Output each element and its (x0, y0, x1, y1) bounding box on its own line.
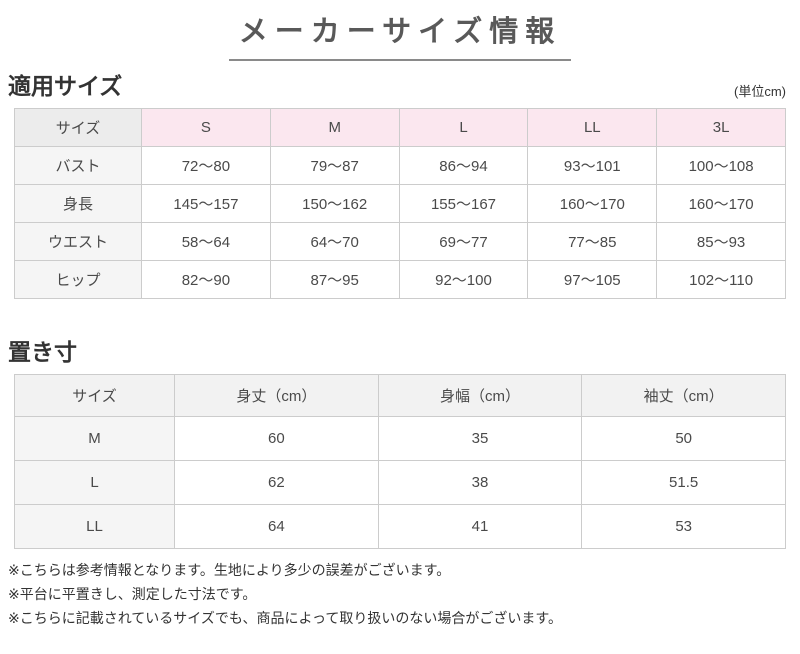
value-cell: 160～170 (656, 183, 786, 223)
value-cell: 69～77 (398, 221, 529, 261)
column-header-cell: 身幅（cm） (377, 374, 583, 418)
footnote-2: ※平台に平置きし、測定した寸法です。 (8, 586, 257, 603)
table-row: バスト 72～80 79～87 86～94 93～101 100～108 (14, 145, 786, 185)
unit-note: (単位cm) (734, 83, 786, 99)
corner-header-cell: サイズ (14, 107, 142, 147)
applicable-size-section: 適用サイズ (単位cm) サイズ S M L LL 3L バスト 72～80 79～87 86～… (0, 73, 800, 299)
flat-measurements-table-head: サイズ 身丈（cm） 身幅（cm） 袖丈（cm） (14, 374, 786, 418)
column-header-cell: L (398, 107, 529, 147)
value-cell: 87～95 (269, 259, 400, 299)
value-cell: 62 (174, 460, 379, 506)
value-cell: 100～108 (656, 145, 786, 185)
column-header-cell: 身丈（cm） (174, 374, 379, 418)
header-row: サイズ S M L LL 3L (14, 107, 786, 147)
table-row: 身長 145～157 150～162 155～167 160～170 160～170 (14, 183, 786, 223)
page-title: メーカーサイズ情報 (228, 8, 572, 61)
value-cell: 35 (377, 416, 583, 462)
table-row: ウエスト 58～64 64～70 69～77 77～85 85～93 (14, 221, 786, 261)
value-cell: 97～105 (527, 259, 658, 299)
flat-measurements-header: 置き寸 (8, 339, 786, 367)
applicable-size-heading: 適用サイズ (8, 73, 123, 99)
value-cell: 102～110 (656, 259, 786, 299)
flat-measurements-heading: 置き寸 (8, 338, 77, 365)
value-cell: 72～80 (141, 145, 271, 185)
table-row: LL 64 41 53 (14, 504, 786, 550)
column-header-cell: S (141, 107, 271, 147)
column-header-cell: M (269, 107, 400, 147)
row-label-cell: ヒップ (14, 259, 142, 299)
applicable-size-table-head: サイズ S M L LL 3L (14, 107, 786, 147)
row-label-cell: ウエスト (14, 221, 142, 261)
page-title-wrap: メーカーサイズ情報 (0, 0, 800, 61)
row-label-cell: L (14, 460, 175, 506)
row-label-cell: M (14, 416, 175, 462)
value-cell: 64 (174, 504, 379, 550)
value-cell: 160～170 (527, 183, 658, 223)
applicable-size-table-body: バスト 72～80 79～87 86～94 93～101 100～108 身長 145～157… (14, 145, 786, 299)
footnote-1: ※こちらは参考情報となります。生地により多少の誤差がございます。 (8, 562, 451, 579)
value-cell: 77～85 (527, 221, 658, 261)
row-label-cell: LL (14, 504, 175, 550)
value-cell: 60 (174, 416, 379, 462)
value-cell: 150～162 (269, 183, 400, 223)
table-row: M 60 35 50 (14, 416, 786, 462)
value-cell: 41 (377, 504, 583, 550)
flat-measurements-table-body: M 60 35 50 L 62 38 51.5 LL 64 41 53 (14, 416, 786, 550)
column-header-cell: 3L (656, 107, 786, 147)
value-cell: 79～87 (269, 145, 400, 185)
flat-measurements-table: サイズ 身丈（cm） 身幅（cm） 袖丈（cm） M 60 35 50 L 62 38 51.5 LL… (14, 374, 786, 550)
corner-header-cell: サイズ (14, 374, 175, 418)
footnotes: ※こちらは参考情報となります。生地により多少の誤差がございます。 ※平台に平置き… (8, 558, 792, 630)
value-cell: 145～157 (141, 183, 271, 223)
value-cell: 86～94 (398, 145, 529, 185)
column-header-cell: LL (527, 107, 658, 147)
header-row: サイズ 身丈（cm） 身幅（cm） 袖丈（cm） (14, 374, 786, 418)
value-cell: 58～64 (141, 221, 271, 261)
row-label-cell: 身長 (14, 183, 142, 223)
value-cell: 82～90 (141, 259, 271, 299)
applicable-size-header: 適用サイズ (単位cm) (8, 73, 786, 101)
value-cell: 51.5 (581, 460, 786, 506)
applicable-size-table: サイズ S M L LL 3L バスト 72～80 79～87 86～94 93～101 100～1… (14, 107, 786, 299)
value-cell: 155～167 (398, 183, 529, 223)
value-cell: 92～100 (398, 259, 529, 299)
flat-measurements-section: 置き寸 サイズ 身丈（cm） 身幅（cm） 袖丈（cm） M 60 35 50 L 62 38 51… (0, 339, 800, 550)
value-cell: 64～70 (269, 221, 400, 261)
row-label-cell: バスト (14, 145, 142, 185)
table-row: L 62 38 51.5 (14, 460, 786, 506)
value-cell: 93～101 (527, 145, 658, 185)
value-cell: 85～93 (656, 221, 786, 261)
footnote-3: ※こちらに記載されているサイズでも、商品によって取り扱いのない場合がございます。 (8, 610, 562, 627)
column-header-cell: 袖丈（cm） (581, 374, 786, 418)
value-cell: 50 (581, 416, 786, 462)
value-cell: 38 (377, 460, 583, 506)
value-cell: 53 (581, 504, 786, 550)
table-row: ヒップ 82～90 87～95 92～100 97～105 102～110 (14, 259, 786, 299)
